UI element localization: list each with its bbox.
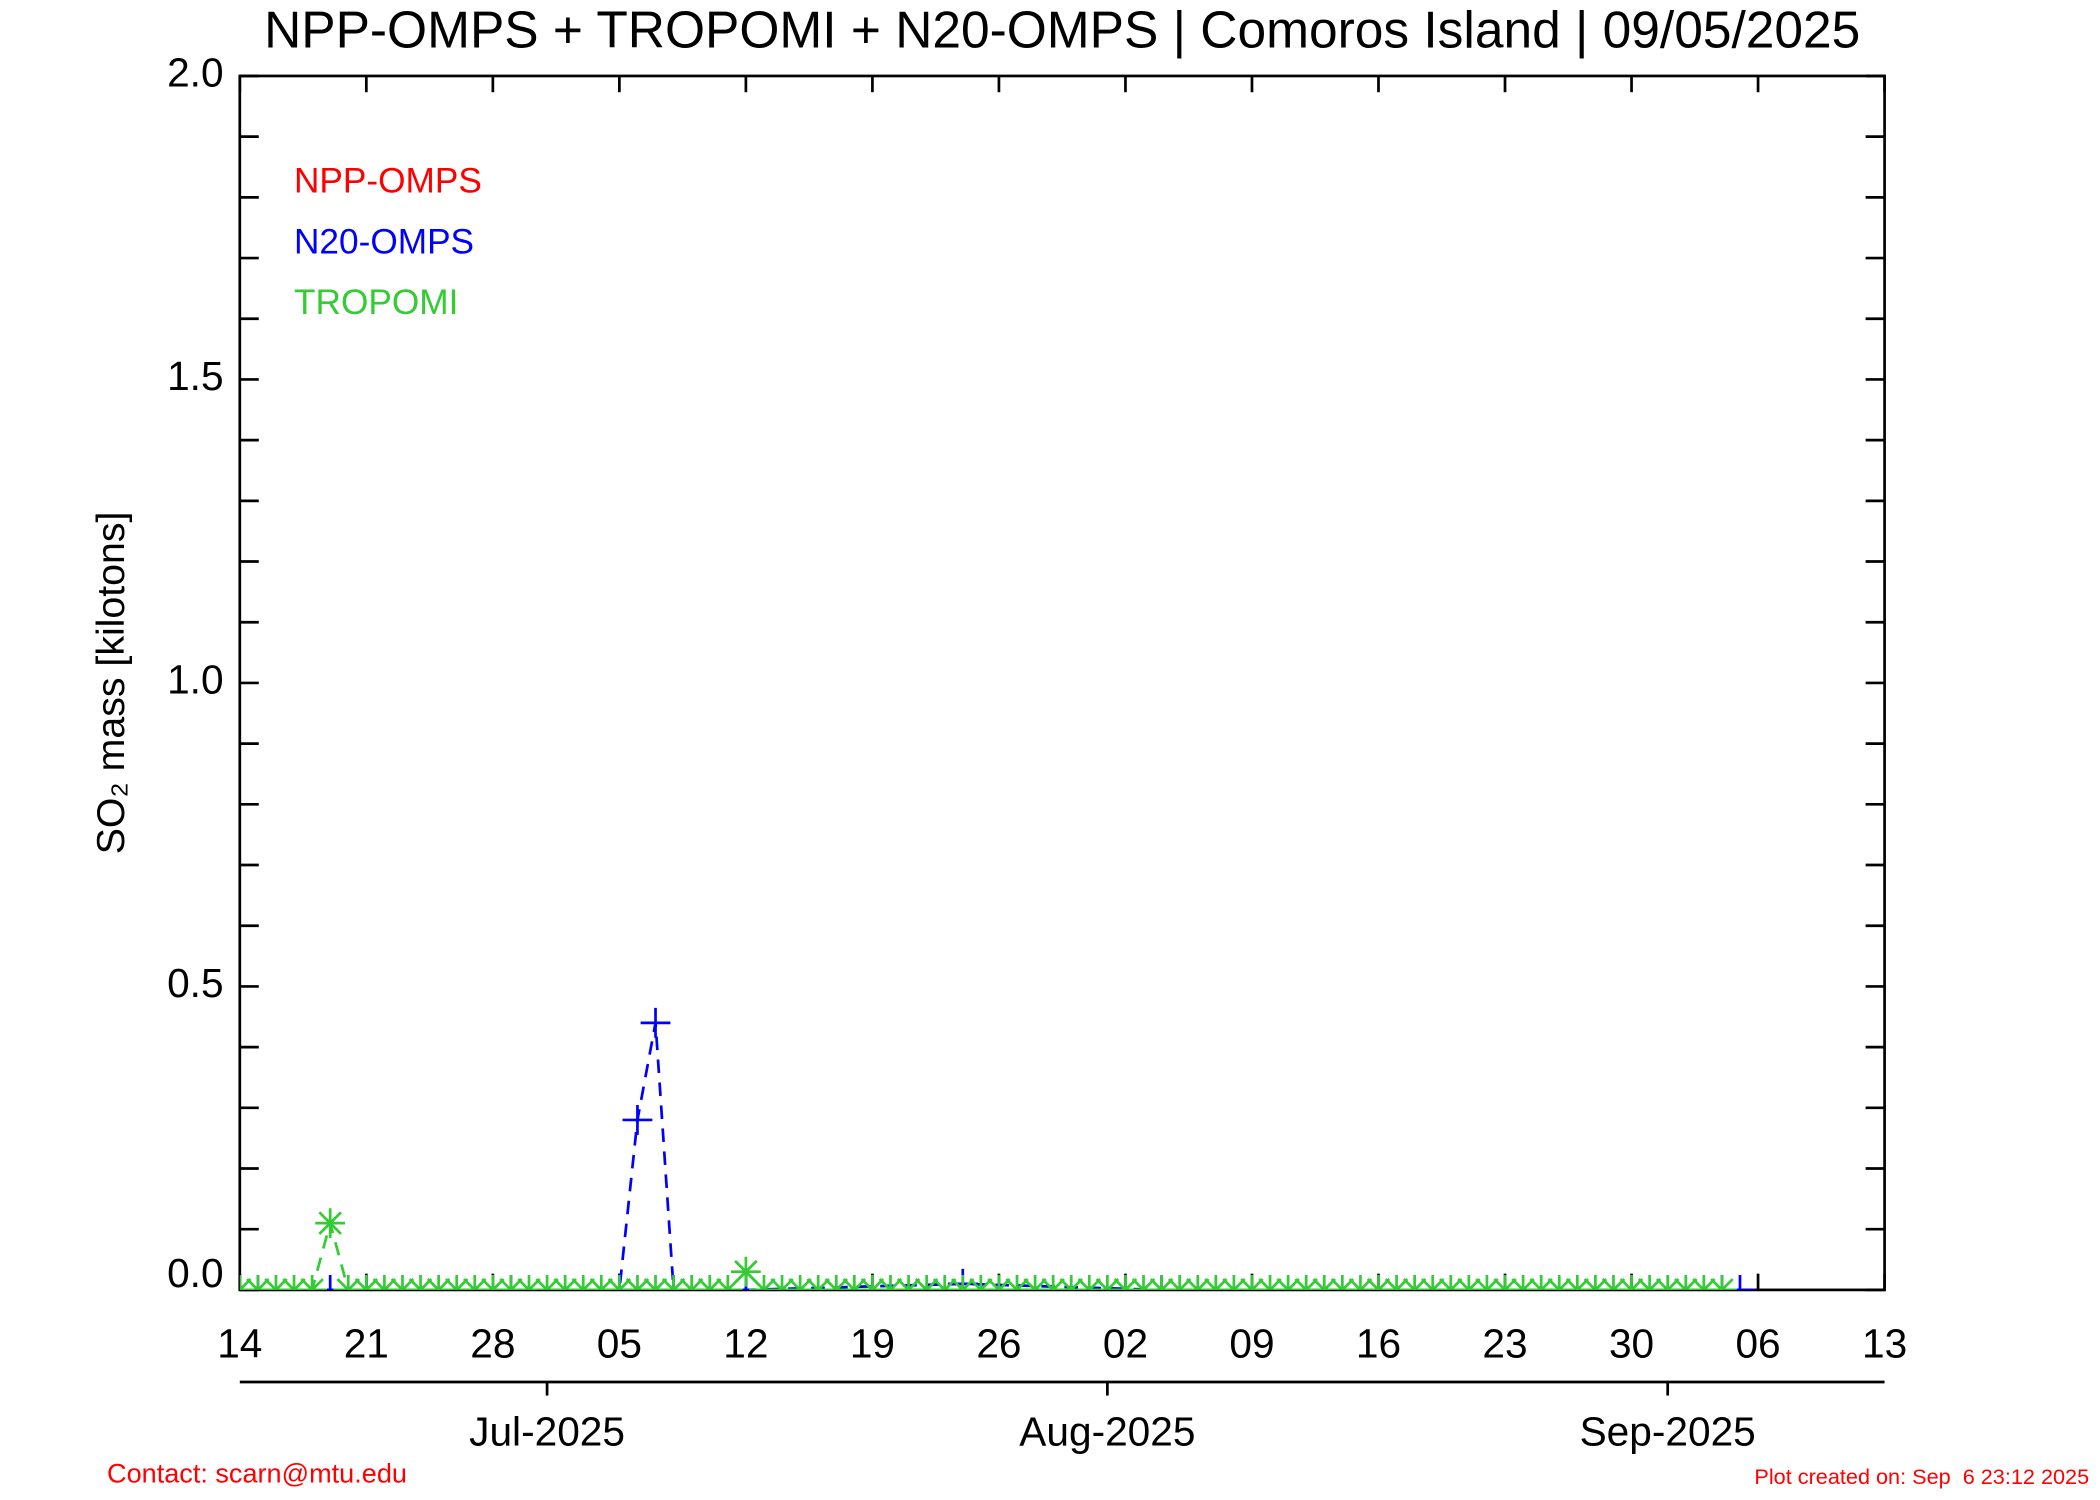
y-tick-label: 1.0 [167,657,223,703]
month-label: Jul-2025 [469,1409,625,1455]
legend-entry: NPP-OMPS [294,161,482,200]
x-tick-label: 30 [1609,1321,1654,1367]
y-tick-label: 0.0 [167,1250,223,1296]
data-point [1707,1274,1737,1290]
plot-frame [238,74,1886,1292]
data-point [640,1007,671,1038]
x-tick-label: 21 [344,1321,389,1367]
data-point [297,1274,328,1290]
x-tick-label: 12 [723,1321,768,1367]
x-tick-label: 23 [1482,1321,1527,1367]
x-tick-label: 02 [1103,1321,1148,1367]
y-axis-label: SO₂ mass [kilotons] [89,512,133,855]
y-tick-label: 0.5 [167,960,223,1006]
data-point [1725,1274,1755,1290]
created-on: Plot created on: Sep 6 23:12 2025 [1754,1464,2089,1489]
contact: Contact: scarn@mtu.edu [107,1458,407,1489]
x-tick-label: 19 [850,1321,895,1367]
data-point [730,1256,761,1287]
data-point [315,1274,346,1290]
x-tick-label: 28 [470,1321,515,1367]
data-point [622,1105,653,1135]
y-tick-label: 1.5 [167,353,223,399]
x-tick-label: 26 [976,1321,1021,1367]
x-tick-label: 14 [217,1321,262,1367]
legend-entry: N20-OMPS [294,222,474,261]
x-tick-label: 09 [1229,1321,1274,1367]
month-label: Aug-2025 [1019,1409,1195,1455]
x-tick-label: 16 [1356,1321,1401,1367]
legend-entry: TROPOMI [294,283,458,322]
x-tick-label: 05 [597,1321,642,1367]
data-point [315,1208,346,1239]
y-tick-label: 2.0 [167,50,223,96]
series-line [257,1022,1740,1290]
chart-title: NPP-OMPS + TROPOMI + N20-OMPS | Comoros … [264,1,1860,59]
x-tick-label: 13 [1862,1321,1907,1367]
plot-area [239,1007,1755,1290]
month-label: Sep-2025 [1580,1409,1756,1455]
x-tick-label: 06 [1735,1321,1780,1367]
